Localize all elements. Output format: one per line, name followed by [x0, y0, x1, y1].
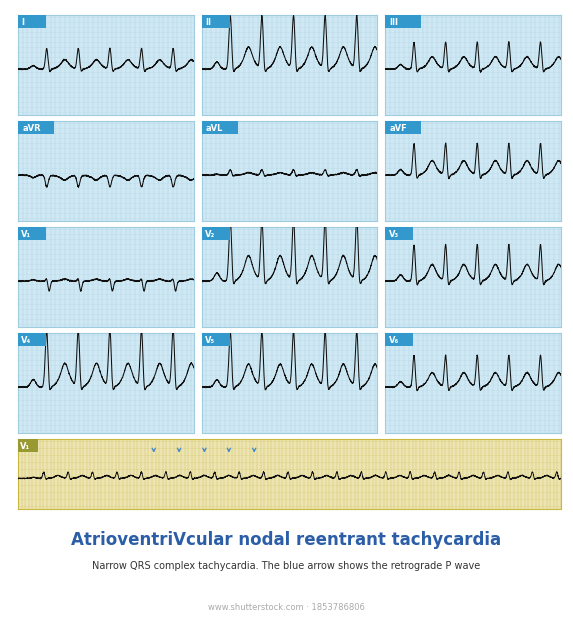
Text: V₆: V₆ [388, 336, 399, 345]
Text: V₁: V₁ [21, 230, 32, 239]
Text: I: I [21, 18, 25, 27]
Text: Narrow QRS complex tachycardia. The blue arrow shows the retrograde P wave: Narrow QRS complex tachycardia. The blue… [92, 561, 481, 571]
Text: aVR: aVR [22, 124, 41, 133]
Text: V₁: V₁ [21, 442, 30, 451]
Text: aVF: aVF [390, 124, 407, 133]
Text: V₄: V₄ [21, 336, 32, 345]
Text: V₃: V₃ [388, 230, 399, 239]
Text: V₅: V₅ [205, 336, 215, 345]
Text: AtrioventriVcular nodal reentrant tachycardia: AtrioventriVcular nodal reentrant tachyc… [72, 531, 501, 549]
Text: V₂: V₂ [205, 230, 215, 239]
Text: II: II [205, 18, 211, 27]
Text: www.shutterstock.com · 1853786806: www.shutterstock.com · 1853786806 [208, 603, 365, 612]
Text: aVL: aVL [206, 124, 223, 133]
Text: III: III [390, 18, 399, 27]
